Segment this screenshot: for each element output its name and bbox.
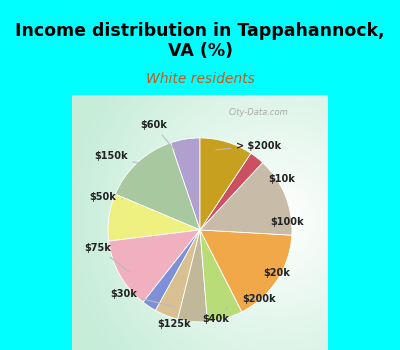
Text: $150k: $150k — [94, 151, 147, 166]
Text: City-Data.com: City-Data.com — [229, 108, 289, 117]
Text: $40k: $40k — [202, 307, 229, 324]
Wedge shape — [109, 230, 200, 302]
Wedge shape — [200, 230, 292, 312]
Text: $60k: $60k — [140, 120, 175, 150]
Wedge shape — [115, 143, 200, 230]
Text: > $200k: > $200k — [216, 141, 281, 150]
Text: $30k: $30k — [110, 289, 175, 307]
Wedge shape — [143, 230, 200, 310]
Text: $125k: $125k — [158, 312, 204, 329]
Text: $20k: $20k — [263, 268, 290, 278]
Wedge shape — [200, 153, 263, 230]
Wedge shape — [170, 138, 200, 230]
Text: $50k: $50k — [90, 192, 122, 202]
Wedge shape — [200, 162, 292, 235]
Wedge shape — [200, 138, 251, 230]
Wedge shape — [108, 194, 200, 241]
Wedge shape — [178, 230, 208, 322]
Text: Income distribution in Tappahannock,
VA (%): Income distribution in Tappahannock, VA … — [15, 22, 385, 60]
Wedge shape — [200, 230, 242, 322]
Text: $75k: $75k — [84, 243, 130, 272]
Text: $200k: $200k — [242, 294, 276, 304]
Text: $10k: $10k — [258, 172, 295, 184]
Text: $100k: $100k — [270, 217, 304, 227]
Text: White residents: White residents — [146, 72, 254, 86]
Wedge shape — [156, 230, 200, 319]
